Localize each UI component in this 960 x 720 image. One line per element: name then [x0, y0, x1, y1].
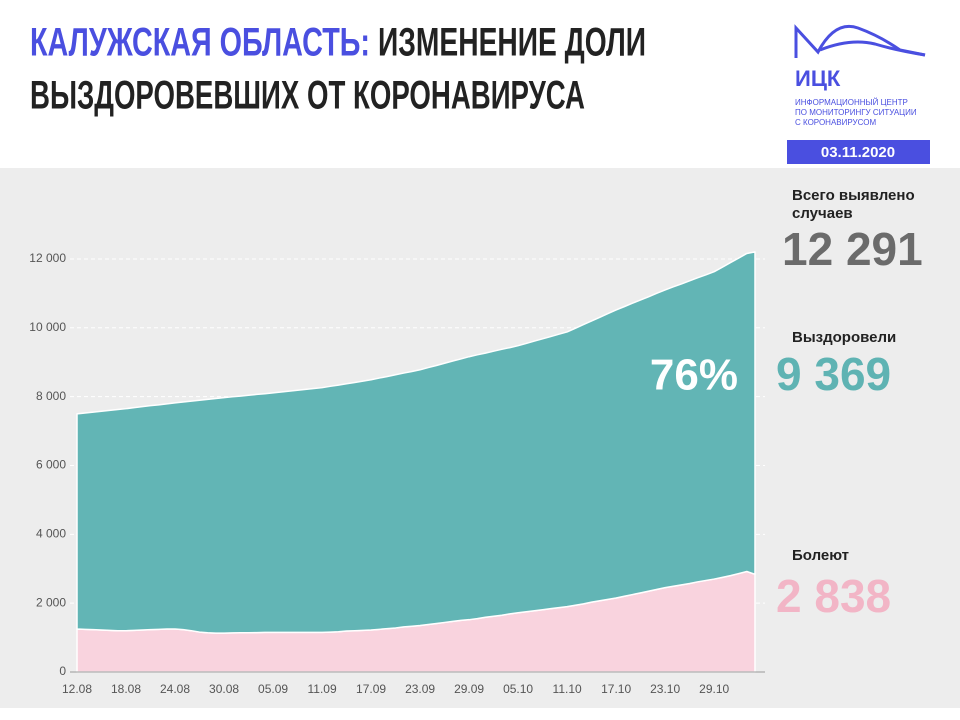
x-tick-label: 18.08 — [111, 682, 141, 696]
y-tick-label: 4 000 — [36, 526, 66, 540]
title-highlight: КАЛУЖСКАЯ ОБЛАСТЬ: — [30, 21, 370, 65]
logo-shape — [794, 24, 926, 58]
x-tick-label: 05.10 — [503, 682, 533, 696]
logo-shape — [819, 40, 926, 57]
stat-value: 12 291 — [782, 223, 923, 275]
y-tick-label: 8 000 — [36, 389, 66, 403]
x-tick-label: 11.09 — [307, 682, 336, 696]
x-tick-label: 23.09 — [405, 682, 435, 696]
x-tick-label: 17.10 — [601, 682, 631, 696]
logo — [794, 24, 926, 58]
title: ИЗМЕНЕНИЕ ДОЛИ — [378, 21, 646, 65]
x-tick-label: 29.09 — [454, 682, 484, 696]
logo-text: ИЦК — [795, 66, 841, 91]
stat-label: Выздоровели — [792, 329, 896, 346]
x-tick-label: 05.09 — [258, 682, 288, 696]
x-tick-label: 17.09 — [356, 682, 386, 696]
stat-value: 2 838 — [776, 570, 891, 622]
x-tick-label: 24.08 — [160, 682, 190, 696]
stat-label: Болеют — [792, 547, 849, 564]
y-tick-label: 6 000 — [36, 458, 66, 472]
annotation: 76% — [650, 351, 738, 400]
y-tick-label: 2 000 — [36, 595, 66, 609]
date-box — [787, 140, 930, 164]
y-tick-label: 10 000 — [29, 320, 66, 334]
logo-caption: ПО МОНИТОРИНГУ СИТУАЦИИ — [795, 108, 917, 117]
x-tick-label: 30.08 — [209, 682, 239, 696]
logo-caption: С КОРОНАВИРУСОМ — [795, 118, 876, 127]
stat-label: Всего выявлено — [792, 187, 915, 204]
x-tick-label: 23.10 — [650, 682, 680, 696]
y-tick-label: 0 — [59, 664, 66, 678]
area — [76, 251, 756, 634]
stat-value: 9 369 — [776, 348, 891, 400]
date: 03.11.2020 — [821, 144, 895, 161]
x-tick-label: 11.10 — [553, 682, 582, 696]
x-tick-label: 12.08 — [62, 682, 92, 696]
logo-caption: ИНФОРМАЦИОННЫЙ ЦЕНТР — [795, 98, 908, 107]
x-tick-label: 29.10 — [699, 682, 729, 696]
plot: 0 2 000 4 000 6 000 8 000 10 000 12 000 12.08 18… — [29, 251, 765, 696]
y-tick-label: 12 000 — [29, 251, 66, 265]
title-line2: ВЫЗДОРОВЕВШИХ ОТ КОРОНАВИРУСА — [30, 74, 585, 118]
stat-label: случаев — [792, 205, 853, 222]
